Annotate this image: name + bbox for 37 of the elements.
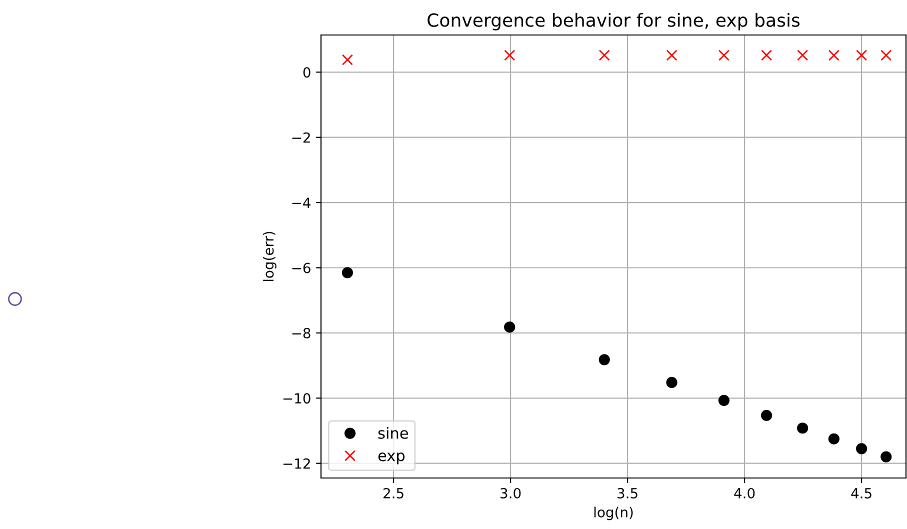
point [797,422,808,434]
y-tick-label: −6 [292,262,310,274]
x-tick-label: 2.5 [384,488,404,498]
y-tick-label: −8 [292,328,310,338]
point [828,50,840,61]
y-axis-title: log(err) [262,232,276,282]
point [666,50,678,61]
y-tick-label: −2 [292,132,310,143]
point [504,322,516,333]
point [760,410,772,421]
y-tick-label: 0 [303,67,310,78]
point [880,451,892,462]
point [718,50,730,61]
x-tick-label: 3.0 [500,488,521,498]
legend-label: exp [378,452,405,464]
x-tick-label: 4.0 [734,488,755,498]
point [342,54,353,66]
point [718,394,730,406]
x-tick-label: 3.5 [618,488,638,498]
point [598,50,610,61]
point [504,50,516,61]
chart-title: Convergence behavior for sine, exp basis [428,12,800,30]
y-tick-label: −4 [292,198,310,208]
point [760,50,772,61]
point [856,443,868,454]
point [666,376,678,388]
point [797,50,808,61]
x-axis-title: log(n) [594,506,633,520]
point [342,267,353,278]
point [598,354,610,366]
point [828,433,840,444]
y-tick-label: −12 [283,458,310,469]
x-tick-label: 4.5 [851,488,872,498]
point [856,50,868,61]
y-tick-label: −10 [283,393,310,404]
legend-label: sine [378,427,408,439]
point [880,50,892,61]
